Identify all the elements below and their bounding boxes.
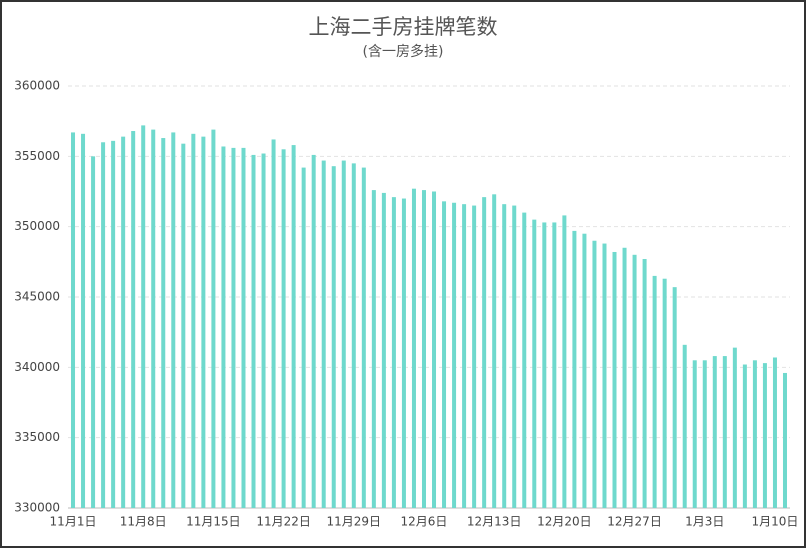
bar [381,192,386,508]
bar [71,132,76,509]
bar [371,190,376,509]
bar [562,215,567,508]
bar [251,154,256,508]
bar [221,146,226,508]
y-tick-label: 335000 [14,430,60,444]
bar [111,140,116,509]
x-tick-label: 1月3日 [685,515,724,529]
y-tick-label: 330000 [14,501,60,515]
bar [351,163,356,508]
bar [421,190,426,509]
bar [452,202,457,508]
x-tick-label: 11月29日 [327,515,382,529]
bar [582,233,587,508]
bar [391,197,396,509]
bar [301,167,306,508]
y-tick-label: 360000 [14,79,60,93]
bar [361,167,366,508]
bar [522,212,527,508]
chart-title: 上海二手房挂牌笔数 [309,15,498,39]
x-tick-label: 12月13日 [467,515,522,529]
y-tick-label: 355000 [14,149,60,163]
bar [241,147,246,509]
bar [732,347,737,508]
bar [261,153,266,508]
bar [722,356,727,508]
bar [642,259,647,508]
bar [552,222,557,509]
bar [321,160,326,508]
bar [752,360,757,508]
bar [91,156,96,509]
bar [742,364,747,508]
x-tick-label: 12月27日 [607,515,662,529]
bar [482,197,487,509]
bar [572,230,577,509]
bar [101,142,106,508]
bar [702,360,707,508]
bar [592,240,597,508]
bar [442,201,447,508]
bar [151,129,156,508]
bar [462,204,467,508]
bar [311,154,316,508]
x-tick-label: 11月8日 [120,515,167,529]
bar [652,275,657,508]
bar [271,139,276,508]
bar [131,131,136,508]
bar [121,136,126,508]
bar [692,360,697,508]
bar [141,125,146,509]
y-tick-label: 350000 [14,219,60,233]
bar [161,138,166,508]
bar [772,357,777,508]
bar [211,129,216,508]
bar [181,143,186,508]
bar [231,147,236,509]
bar [602,243,607,508]
bar [401,198,406,509]
bar [201,136,206,508]
x-tick-label: 11月1日 [50,515,97,529]
y-tick-label: 345000 [14,290,60,304]
bar [512,205,517,509]
bar [411,188,416,509]
x-tick-label: 11月22日 [256,515,311,529]
bar [672,287,677,508]
x-tick-label: 12月20日 [537,515,592,529]
bar [682,344,687,508]
bar [191,133,196,508]
bar [472,205,477,509]
bar [542,222,547,509]
bar [171,132,176,509]
bar [341,160,346,508]
bar [782,372,787,508]
bar [432,191,437,508]
bar [662,278,667,508]
bar [612,251,617,508]
bar [632,254,637,508]
bar [281,149,286,509]
bar [502,204,507,508]
bar [331,166,336,508]
bar [492,194,497,508]
bar [622,247,627,508]
bar [81,133,86,508]
x-tick-label: 1月10日 [752,515,799,529]
y-tick-label: 340000 [14,360,60,374]
x-tick-label: 11月15日 [186,515,241,529]
bar [532,219,537,508]
x-tick-label: 12月6日 [401,515,448,529]
bar [712,356,717,508]
chart-subtitle: (含一房多挂) [363,43,444,60]
bar [762,363,767,508]
bar [291,145,296,508]
